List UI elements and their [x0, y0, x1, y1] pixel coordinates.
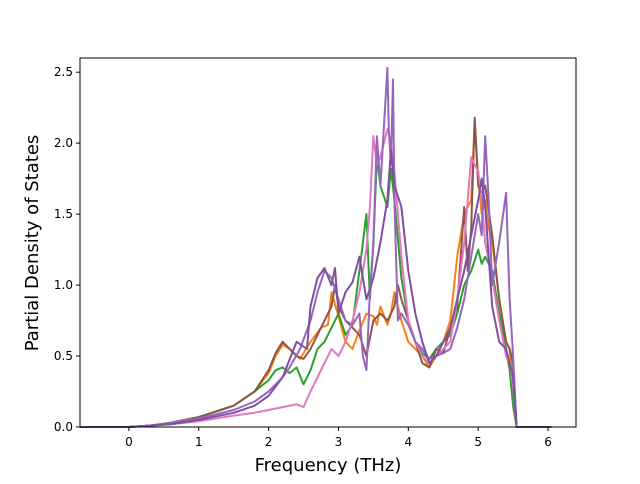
x-tick-label: 5: [474, 435, 482, 449]
y-tick-label: 0.5: [54, 349, 73, 363]
x-axis-ticks: 0 1 2 3 4 5 6: [125, 427, 552, 449]
y-tick-label: 1.0: [54, 278, 73, 292]
y-axis-label: Partial Density of States: [22, 135, 43, 352]
y-tick-label: 0.0: [54, 420, 73, 434]
x-axis-label: Frequency (THz): [255, 455, 402, 476]
y-tick-label: 1.5: [54, 207, 73, 221]
y-tick-label: 2.5: [54, 65, 73, 79]
x-tick-label: 3: [335, 435, 343, 449]
x-tick-label: 1: [195, 435, 203, 449]
x-tick-label: 4: [405, 435, 413, 449]
y-axis-ticks: 0.0 0.5 1.0 1.5 2.0 2.5: [54, 65, 80, 434]
x-tick-label: 2: [265, 435, 273, 449]
x-tick-label: 0: [125, 435, 133, 449]
series-layer: [80, 66, 552, 428]
y-tick-label: 2.0: [54, 136, 73, 150]
x-tick-label: 6: [544, 435, 552, 449]
plot-frame: [79, 57, 577, 428]
series-line-6: [80, 149, 552, 428]
